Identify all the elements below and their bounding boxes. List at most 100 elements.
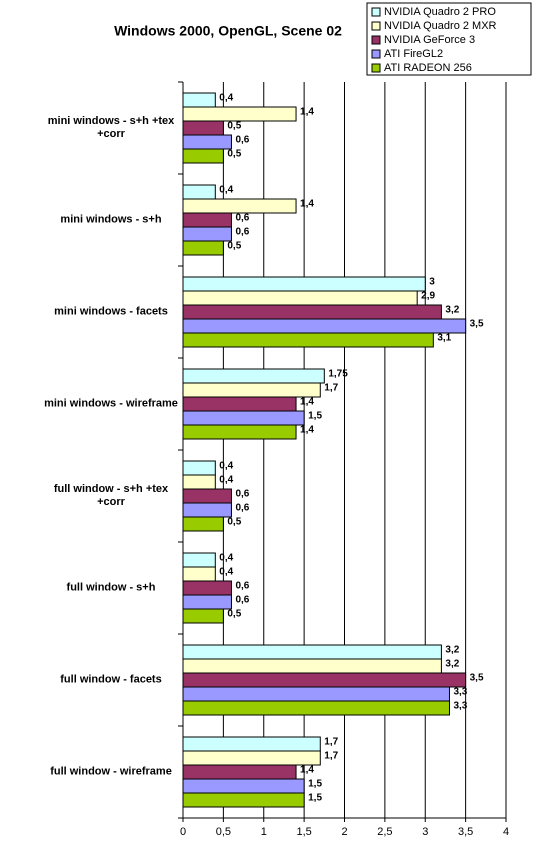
data-label: 3,5 bbox=[470, 319, 484, 330]
bar bbox=[182, 686, 450, 702]
bar bbox=[182, 424, 297, 440]
bar bbox=[182, 184, 216, 200]
x-tick-label: 0 bbox=[180, 826, 186, 838]
data-label: 0,5 bbox=[227, 121, 241, 132]
data-label: 0,4 bbox=[219, 475, 233, 486]
data-label: 0,6 bbox=[235, 213, 249, 224]
x-tick-label: 2 bbox=[341, 826, 347, 838]
bar bbox=[182, 396, 297, 412]
data-label: 0,5 bbox=[227, 241, 241, 252]
data-label: 0,4 bbox=[219, 461, 233, 472]
data-label: 1,4 bbox=[300, 107, 314, 118]
x-tick-label: 3,5 bbox=[458, 826, 473, 838]
y-tick-label: mini windows - facets bbox=[54, 305, 168, 318]
bar bbox=[182, 148, 224, 164]
data-label: 1,75 bbox=[328, 369, 348, 380]
legend-swatch bbox=[371, 21, 381, 31]
x-tick-label: 1,5 bbox=[296, 826, 311, 838]
bar bbox=[182, 644, 442, 660]
data-label: 0,4 bbox=[219, 93, 233, 104]
bar bbox=[182, 106, 297, 122]
data-label: 0,4 bbox=[219, 553, 233, 564]
bar bbox=[182, 198, 297, 214]
x-tick-label: 4 bbox=[503, 826, 509, 838]
data-label: 3,3 bbox=[453, 701, 467, 712]
x-tick-label: 0,5 bbox=[216, 826, 231, 838]
bar bbox=[182, 474, 216, 490]
bar bbox=[182, 212, 232, 228]
bar bbox=[182, 764, 297, 780]
bar bbox=[182, 516, 224, 532]
y-tick-label: full window - s+h +tex +corr bbox=[53, 483, 169, 508]
chart-title: Windows 2000, OpenGL, Scene 02 bbox=[114, 23, 342, 39]
legend-swatch bbox=[371, 49, 381, 59]
y-tick-label: mini windows - s+h +tex +corr bbox=[47, 115, 175, 140]
data-label: 3,2 bbox=[445, 645, 459, 656]
bar bbox=[182, 240, 224, 256]
y-tick-label: mini windows - wireframe bbox=[44, 397, 178, 410]
bar bbox=[182, 672, 467, 688]
legend-label: NVIDIA GeForce 3 bbox=[384, 34, 475, 46]
x-tick-label: 3 bbox=[422, 826, 428, 838]
legend-box bbox=[366, 2, 532, 76]
bar bbox=[182, 226, 232, 242]
data-label: 1,4 bbox=[300, 199, 314, 210]
bar bbox=[182, 778, 305, 794]
bar bbox=[182, 460, 216, 476]
data-label: 0,6 bbox=[235, 135, 249, 146]
data-label: 1,4 bbox=[300, 425, 314, 436]
data-label: 3,3 bbox=[453, 687, 467, 698]
data-label: 0,5 bbox=[227, 517, 241, 528]
data-label: 3 bbox=[429, 277, 435, 288]
data-label: 0,6 bbox=[235, 489, 249, 500]
data-label: 1,5 bbox=[308, 411, 322, 422]
data-label: 1,7 bbox=[324, 751, 338, 762]
bar bbox=[182, 566, 216, 582]
data-label: 3,2 bbox=[445, 659, 459, 670]
data-label: 1,4 bbox=[300, 765, 314, 776]
legend-swatch bbox=[371, 63, 381, 73]
y-tick-label: full window - facets bbox=[60, 673, 162, 686]
y-tick-label: mini windows - s+h bbox=[60, 213, 162, 226]
bar bbox=[182, 488, 232, 504]
bar bbox=[182, 580, 232, 596]
data-label: 1,7 bbox=[324, 383, 338, 394]
y-tick-label: full window - s+h bbox=[66, 581, 156, 594]
bar bbox=[182, 792, 305, 808]
legend-swatch bbox=[371, 7, 381, 17]
bar bbox=[182, 134, 232, 150]
data-label: 3,5 bbox=[470, 673, 484, 684]
legend-label: ATI RADEON 256 bbox=[384, 62, 472, 74]
data-label: 0,4 bbox=[219, 567, 233, 578]
x-tick-label: 1 bbox=[261, 826, 267, 838]
data-label: 1,5 bbox=[308, 793, 322, 804]
bar bbox=[182, 382, 321, 398]
bar bbox=[182, 736, 321, 752]
data-label: 0,5 bbox=[227, 609, 241, 620]
x-tick-label: 2,5 bbox=[377, 826, 392, 838]
data-label: 2,9 bbox=[421, 291, 435, 302]
legend-label: NVIDIA Quadro 2 PRO bbox=[384, 6, 496, 18]
data-label: 1,5 bbox=[308, 779, 322, 790]
data-label: 3,2 bbox=[445, 305, 459, 316]
bar bbox=[182, 410, 305, 426]
bar bbox=[182, 608, 224, 624]
bar bbox=[182, 120, 224, 136]
bar bbox=[182, 92, 216, 108]
bar bbox=[182, 318, 467, 334]
data-label: 0,5 bbox=[227, 149, 241, 160]
bar bbox=[182, 552, 216, 568]
data-label: 0,6 bbox=[235, 595, 249, 606]
bar bbox=[182, 658, 442, 674]
data-label: 3,1 bbox=[437, 333, 451, 344]
data-label: 1,7 bbox=[324, 737, 338, 748]
y-tick-label: full window - wireframe bbox=[50, 765, 172, 778]
legend-swatch bbox=[371, 35, 381, 45]
bar bbox=[182, 594, 232, 610]
bar bbox=[182, 368, 325, 384]
data-label: 0,6 bbox=[235, 503, 249, 514]
data-label: 1,4 bbox=[300, 397, 314, 408]
bar bbox=[182, 304, 442, 320]
legend-label: ATI FireGL2 bbox=[384, 48, 443, 60]
